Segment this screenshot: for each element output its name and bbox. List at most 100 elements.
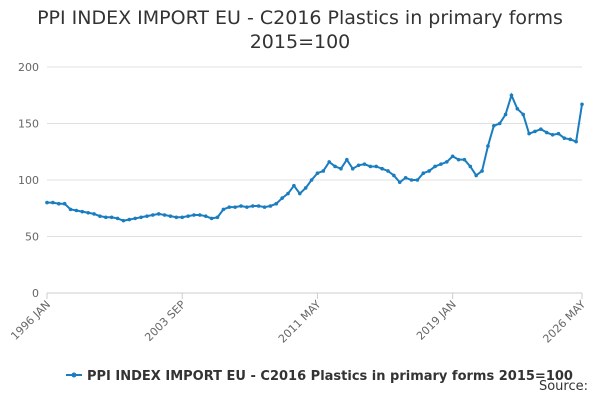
data-point [209, 216, 214, 221]
data-point [156, 212, 161, 216]
data-point [168, 214, 173, 218]
data-point [462, 157, 467, 162]
data-point [51, 200, 55, 205]
data-point [515, 107, 520, 111]
data-point [98, 214, 102, 218]
data-point [356, 163, 361, 168]
data-point [321, 169, 326, 173]
data-point [62, 201, 67, 206]
data-point [456, 157, 461, 162]
data-point [274, 201, 279, 206]
data-point [439, 162, 443, 166]
data-point [509, 93, 514, 98]
data-point [503, 112, 508, 117]
data-point [68, 207, 73, 212]
data-point [103, 215, 108, 220]
data-point [374, 164, 379, 169]
data-point [286, 191, 290, 196]
data-point [92, 212, 96, 216]
data-point [151, 213, 155, 217]
data-point [145, 214, 149, 218]
data-point [562, 136, 567, 140]
data-point [544, 130, 549, 135]
data-point [245, 205, 249, 209]
data-point [568, 137, 573, 142]
data-point [339, 166, 343, 171]
data-point [527, 131, 531, 136]
data-point [409, 178, 414, 182]
y-tick-label: 100 [18, 174, 39, 187]
data-point [580, 102, 584, 107]
data-point [444, 160, 449, 164]
data-point [474, 173, 478, 178]
data-point [127, 217, 132, 222]
data-point [362, 162, 367, 166]
data-point [480, 169, 484, 173]
data-point [397, 180, 402, 185]
data-point [292, 183, 296, 188]
data-point [533, 129, 537, 134]
data-point [221, 207, 226, 212]
data-point [115, 216, 120, 221]
x-tick-label: 2019 JAN [414, 298, 459, 343]
data-point [315, 171, 320, 176]
data-point [133, 216, 137, 221]
data-point [380, 166, 384, 171]
chart-title: PPI INDEX IMPORT EU - C2016 Plastics in … [37, 7, 563, 53]
y-tick-label: 50 [25, 231, 39, 244]
data-point [56, 201, 61, 206]
legend-label: PPI INDEX IMPORT EU - C2016 Plastics in … [87, 369, 573, 384]
data-point [486, 144, 490, 148]
data-point [180, 215, 185, 220]
data-point [233, 205, 237, 209]
data-point [268, 204, 273, 208]
data-point [203, 214, 208, 218]
data-point [109, 215, 114, 220]
y-tick-label: 200 [18, 61, 39, 74]
data-point [403, 175, 408, 180]
source: Source: [539, 379, 588, 394]
data-point [262, 205, 267, 209]
data-point [139, 215, 143, 220]
data-point [280, 196, 284, 200]
data-point [433, 164, 437, 169]
data-point [415, 178, 420, 182]
data-point [303, 186, 308, 190]
data-point [327, 160, 331, 164]
data-point [574, 139, 578, 144]
data-point [215, 215, 220, 220]
data-point [350, 166, 355, 171]
data-point [427, 169, 431, 173]
data-point [368, 164, 373, 169]
data-point [227, 205, 232, 209]
data-point [450, 154, 455, 159]
data-point [492, 123, 496, 128]
data-point [250, 204, 255, 208]
data-point [74, 208, 79, 213]
legend-marker [71, 372, 77, 378]
series-line [47, 92, 583, 222]
data-point [86, 210, 90, 215]
data-point [550, 133, 555, 137]
x-tick-label: 2026 MAY [540, 298, 588, 346]
data-point [298, 191, 302, 196]
data-point [239, 204, 243, 208]
data-point [521, 112, 526, 117]
x-tick-label: 2003 SEP [142, 298, 188, 344]
data-point [45, 200, 49, 205]
data-point [497, 121, 502, 126]
data-point [309, 178, 314, 182]
data-point [539, 127, 543, 131]
data-point [186, 214, 190, 218]
data-point [345, 157, 349, 162]
data-point [80, 209, 85, 214]
y-tick-label: 0 [32, 287, 39, 300]
data-point [386, 169, 390, 173]
data-point [468, 164, 473, 169]
data-point [121, 218, 126, 223]
data-point [392, 173, 396, 178]
data-point [333, 164, 337, 169]
data-point [162, 213, 167, 217]
